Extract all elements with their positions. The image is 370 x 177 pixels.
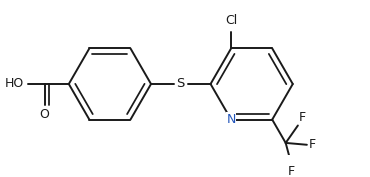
Text: S: S <box>176 78 185 90</box>
Text: HO: HO <box>5 78 24 90</box>
Text: Cl: Cl <box>225 14 237 27</box>
Text: O: O <box>39 108 49 121</box>
Text: F: F <box>299 111 306 124</box>
Text: F: F <box>287 165 295 177</box>
Text: N: N <box>226 113 236 126</box>
Text: F: F <box>309 138 316 151</box>
